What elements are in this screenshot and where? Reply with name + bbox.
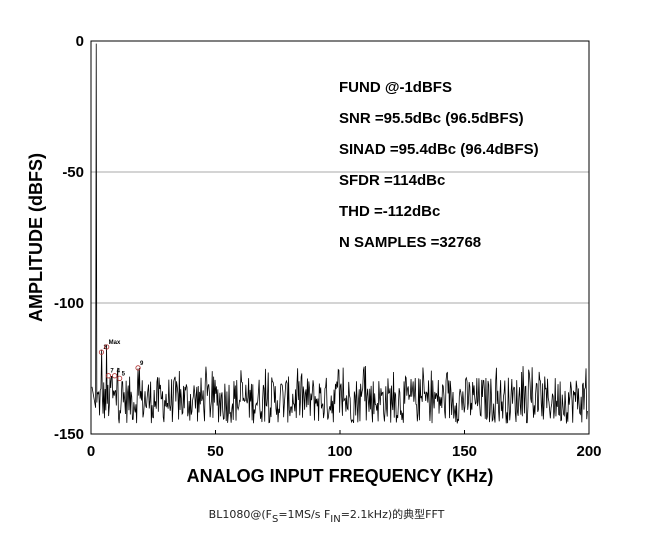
harmonic-label: 5 [122, 371, 126, 377]
caption-mid: =1MS/s F [278, 508, 331, 521]
y-tick-label: -50 [62, 164, 84, 181]
harmonic-marker [104, 344, 110, 350]
annotation-sfdr: SFDR =114dBc [339, 172, 445, 189]
stats-annotations: FUND @-1dBFS SNR =95.5dBc (96.5dBFS) SIN… [339, 79, 539, 251]
harmonic-marker [105, 373, 112, 379]
harmonic-label: 7 [110, 369, 114, 375]
fft-series-line [91, 43, 588, 424]
y-ticks: 0 -50 -100 -150 [54, 33, 84, 443]
harmonic-label: 4 [117, 369, 121, 375]
x-tick-label: 150 [452, 443, 477, 460]
caption-sub-fs: S [271, 514, 279, 525]
x-axis-label: ANALOG INPUT FREQUENCY (KHz) [187, 466, 494, 486]
annotation-sinad: SINAD =95.4dBc (96.4dBFS) [339, 141, 539, 158]
annotation-thd: THD =-112dBc [339, 203, 440, 220]
x-tick-label: 100 [327, 443, 352, 460]
y-axis-label: AMPLITUDE (dBFS) [26, 153, 46, 322]
x-ticks: 0 50 100 150 200 [87, 430, 602, 460]
annotation-samples: N SAMPLES =32768 [339, 234, 481, 251]
grid-lines [91, 171, 589, 304]
harmonic-marker [135, 365, 141, 371]
y-tick-label: -150 [54, 426, 84, 443]
annotation-fund: FUND @-1dBFS [339, 79, 452, 96]
harmonic-label: Max [109, 340, 121, 346]
y-tick-label: -100 [54, 295, 84, 312]
x-tick-label: 50 [207, 443, 224, 460]
harmonic-marker [117, 375, 123, 381]
x-tick-label: 0 [87, 443, 95, 460]
y-tick-label: 0 [76, 33, 84, 50]
caption-prefix: BL1080@(F [208, 508, 272, 521]
caption-suffix: =2.1kHz)的典型FFT [340, 508, 445, 521]
harmonic-marker [98, 349, 105, 355]
annotation-snr: SNR =95.5dBc (96.5dBFS) [339, 110, 524, 127]
harmonic-label: 9 [140, 361, 144, 367]
harmonic-marker [112, 373, 118, 379]
fft-trace [91, 43, 588, 424]
caption-sub-fin: IN [330, 514, 341, 525]
harmonic-label: 2 [103, 345, 107, 351]
figure-caption: BL1080@(FS=1MS/s FIN=2.1kHz)的典型FFT [0, 506, 653, 525]
x-tick-label: 200 [576, 443, 601, 460]
